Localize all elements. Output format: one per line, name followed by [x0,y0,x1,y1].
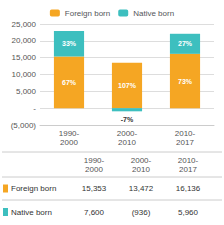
svg-text:13,472: 13,472 [129,184,154,193]
svg-text:2010-: 2010- [175,129,196,138]
svg-text:5,960: 5,960 [178,208,199,217]
svg-text:7,600: 7,600 [84,208,105,217]
svg-text:Foreign born: Foreign born [65,9,110,18]
svg-text:27%: 27% [178,40,193,47]
svg-text:15,000: 15,000 [12,53,37,62]
svg-text:2000-: 2000- [117,129,138,138]
svg-text:2017: 2017 [176,138,194,147]
svg-text:Native born: Native born [11,208,52,217]
svg-text:2000: 2000 [85,165,103,174]
svg-text:(5,000): (5,000) [11,121,37,130]
svg-text:2010: 2010 [132,165,150,174]
svg-text:Foreign born: Foreign born [11,184,56,193]
svg-text:73%: 73% [178,78,193,85]
svg-text:107%: 107% [118,82,137,89]
svg-text:20,000: 20,000 [12,36,37,45]
svg-text:2010-: 2010- [178,156,199,165]
svg-text:2017: 2017 [179,165,197,174]
svg-text:2010: 2010 [118,138,136,147]
svg-text:Native born: Native born [133,9,174,18]
svg-text:(936): (936) [132,208,151,217]
svg-text:33%: 33% [62,40,77,47]
svg-text:16,136: 16,136 [176,184,201,193]
svg-text:67%: 67% [62,79,77,86]
svg-text:-7%: -7% [121,116,134,123]
svg-text:1990-: 1990- [84,156,105,165]
svg-text:5,000: 5,000 [16,87,37,96]
svg-text:25,000: 25,000 [12,20,37,29]
svg-text:2000-: 2000- [131,156,152,165]
svg-text:-: - [33,104,36,113]
svg-text:1990-: 1990- [59,129,80,138]
svg-text:2000: 2000 [60,138,78,147]
svg-text:15,353: 15,353 [82,184,107,193]
svg-text:10,000: 10,000 [12,70,37,79]
